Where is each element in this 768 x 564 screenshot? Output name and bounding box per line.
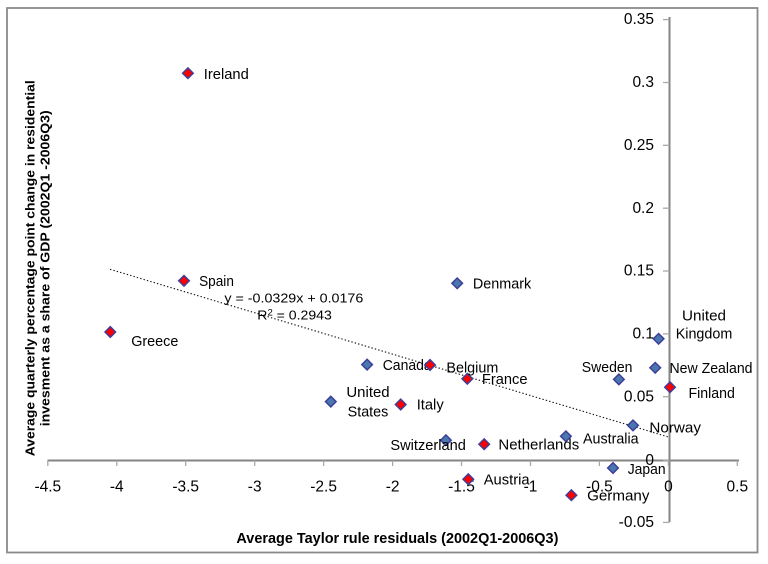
svg-text:0.35: 0.35 — [624, 11, 654, 28]
svg-text:-1: -1 — [524, 479, 538, 496]
svg-text:Kingdom: Kingdom — [676, 326, 733, 343]
svg-text:New Zealand: New Zealand — [670, 360, 753, 377]
svg-text:-3.5: -3.5 — [172, 479, 199, 496]
svg-text:0.3: 0.3 — [632, 74, 654, 91]
svg-text:France: France — [482, 371, 528, 388]
svg-text:Ireland: Ireland — [204, 66, 249, 83]
svg-text:0.25: 0.25 — [624, 137, 654, 154]
svg-text:Average quarterly percentage p: Average quarterly percentage point chang… — [24, 80, 38, 456]
svg-text:Finland: Finland — [689, 385, 735, 402]
svg-text:Switzerland: Switzerland — [390, 437, 466, 454]
svg-text:Belgium: Belgium — [446, 359, 498, 376]
svg-text:Australia: Australia — [583, 430, 639, 447]
svg-text:-4: -4 — [110, 479, 124, 496]
svg-text:United: United — [682, 308, 726, 325]
svg-text:Italy: Italy — [417, 397, 444, 414]
svg-text:Average Taylor rule residuals: Average Taylor rule residuals (2002Q1-20… — [236, 530, 558, 547]
svg-text:Norway: Norway — [649, 419, 701, 436]
svg-text:invesment as a share of GDP (2: invesment as a share of GDP (2002Q1 -200… — [39, 110, 53, 426]
svg-text:0.05: 0.05 — [624, 388, 654, 405]
svg-text:-2: -2 — [386, 479, 400, 496]
svg-text:Netherlands: Netherlands — [498, 437, 579, 454]
svg-text:Sweden: Sweden — [582, 359, 633, 376]
svg-text:United: United — [346, 384, 389, 401]
svg-text:Denmark: Denmark — [473, 276, 532, 293]
svg-text:Japan: Japan — [628, 461, 666, 478]
svg-text:0: 0 — [645, 452, 654, 469]
svg-text:0.5: 0.5 — [727, 479, 749, 496]
svg-text:Canada: Canada — [383, 357, 433, 374]
svg-text:-0.5: -0.5 — [586, 479, 613, 496]
svg-text:Austria: Austria — [484, 472, 531, 489]
svg-text:-4.5: -4.5 — [34, 479, 61, 496]
svg-text:-2.5: -2.5 — [310, 479, 337, 496]
svg-text:0.15: 0.15 — [624, 263, 654, 280]
svg-text:States: States — [348, 404, 389, 421]
svg-text:Spain: Spain — [199, 273, 234, 290]
svg-text:R2 = 0.2943: R2 = 0.2943 — [257, 308, 332, 323]
svg-text:Greece: Greece — [131, 333, 178, 350]
svg-text:0: 0 — [664, 479, 673, 496]
svg-text:Germany: Germany — [587, 487, 650, 504]
svg-text:-3: -3 — [248, 479, 262, 496]
svg-text:-0.05: -0.05 — [619, 514, 654, 531]
svg-text:0.2: 0.2 — [632, 200, 654, 217]
svg-text:0.1: 0.1 — [632, 326, 654, 343]
svg-text:y = -0.0329x + 0.0176: y = -0.0329x + 0.0176 — [224, 291, 363, 306]
